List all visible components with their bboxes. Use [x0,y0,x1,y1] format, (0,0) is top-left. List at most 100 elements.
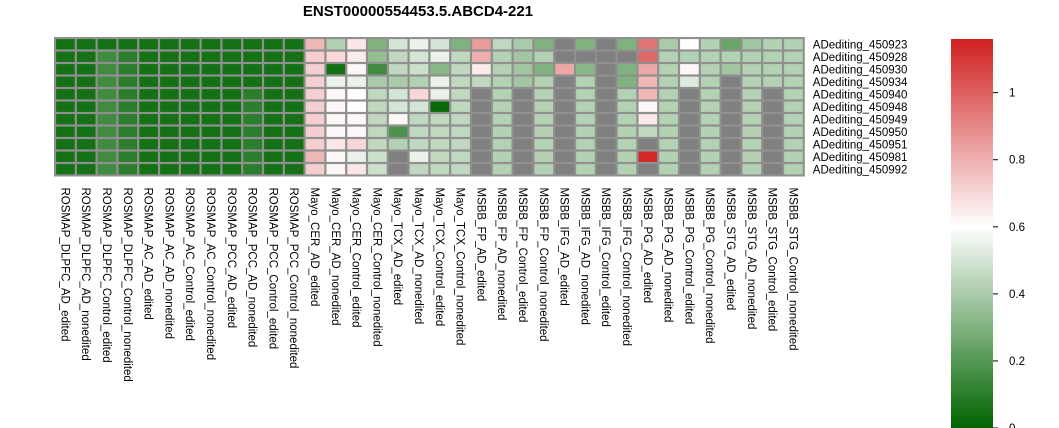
heatmap-cell [430,139,450,150]
heatmap-cell [264,39,283,50]
heatmap-cell [534,76,554,87]
heatmap-cell [118,114,138,125]
heatmap-cell [347,76,366,87]
heatmap-cell [305,164,325,175]
heatmap-cell [596,126,616,137]
heatmap-cell [576,114,595,125]
column-label: MSBB_FP_Control_edited [516,188,528,323]
heatmap-cell [638,126,658,137]
heatmap-cell [638,114,658,125]
heatmap-cell [97,164,117,175]
heatmap-cell [555,51,574,62]
heatmap-cell [56,101,75,112]
heatmap-cell [56,51,75,62]
heatmap-cell [596,139,616,150]
heatmap-cell [721,139,741,150]
heatmap-cell [388,114,408,125]
heatmap-cell [160,126,179,137]
heatmap-cell [492,139,512,150]
column-label: MSBB_STG_AD_nonedited [745,188,757,330]
heatmap-cell [201,76,221,87]
heatmap-cell [305,126,325,137]
heatmap-cell [368,51,387,62]
heatmap-cell [534,139,554,150]
heatmap-cell [97,51,117,62]
heatmap-cell [784,101,803,112]
heatmap-cell [222,139,242,150]
heatmap-cell [638,39,658,50]
heatmap-cell [326,114,346,125]
heatmap-cell [659,164,678,175]
column-label: MSBB_IFG_AD_edited [558,188,570,306]
heatmap-cell [347,51,366,62]
heatmap-cell [492,126,512,137]
heatmap-cell [118,139,138,150]
column-label: MSBB_IFG_Control_edited [599,188,611,327]
row-label: ADediting_450950 [813,127,908,139]
heatmap-cell [430,151,450,162]
heatmap-cell [76,51,96,62]
heatmap-cell [596,64,616,75]
heatmap-cell [742,151,762,162]
row-label: ADediting_450981 [813,152,908,164]
heatmap-cell [742,126,762,137]
heatmap-cell [118,101,138,112]
heatmap-cell [742,39,762,50]
heatmap-cell [264,151,283,162]
heatmap-cell [243,89,262,100]
heatmap-cell [472,89,491,100]
heatmap-cell [118,51,138,62]
heatmap-cell [700,101,720,112]
heatmap-cell [784,114,803,125]
heatmap-cell [742,64,762,75]
heatmap-cell [97,101,117,112]
heatmap-cell [492,164,512,175]
heatmap-cell [201,64,221,75]
heatmap-cell [56,89,75,100]
column-label: MSBB_PG_AD_nonedited [662,188,674,323]
heatmap-cell [659,76,678,87]
heatmap-cell [555,139,574,150]
column-label: Mayo_CER_AD_edited [308,188,320,307]
heatmap-cell [76,39,96,50]
heatmap-cell [243,114,262,125]
heatmap-cell [513,126,533,137]
heatmap-cell [180,76,200,87]
heatmap-cell [513,64,533,75]
heatmap-cell [430,89,450,100]
column-label: ROSMAP_PCC_Control_nonedited [287,188,299,369]
heatmap-cell [576,164,595,175]
heatmap-cell [118,89,138,100]
heatmap-cell [472,64,491,75]
heatmap-cell [97,151,117,162]
legend-tick-label: 0 [1009,423,1015,428]
heatmap-cell [201,139,221,150]
heatmap-cell [201,151,221,162]
column-labels: ROSMAP_DLPFC_AD_edited ROSMAP_DLPFC_AD_no… [58,188,798,382]
heatmap-cell [659,114,678,125]
heatmap-cell [451,164,470,175]
heatmap-cell [617,151,637,162]
legend-tick-label: 0.6 [1009,222,1025,234]
chart-title: ENST00000554453.5.ABCD4-221 [303,3,533,20]
heatmap-cell [305,101,325,112]
heatmap-cell [243,126,262,137]
heatmap-cell [555,164,574,175]
heatmap-cell [513,51,533,62]
heatmap-cell [56,39,75,50]
heatmap-cell [451,39,470,50]
heatmap-cell [180,126,200,137]
heatmap-cell [596,101,616,112]
heatmap-cell [451,64,470,75]
heatmap-cell [284,101,304,112]
heatmap-cell [388,164,408,175]
heatmap-cell [430,126,450,137]
heatmap-cell [617,76,637,87]
heatmap-cell [472,151,491,162]
heatmap-cell [97,39,117,50]
heatmap-cell [492,64,512,75]
heatmap-cell [409,164,429,175]
column-label: MSBB_IFG_Control_nonedited [620,188,632,347]
column-label: ROSMAP_PCC_Control_edited [266,188,278,350]
